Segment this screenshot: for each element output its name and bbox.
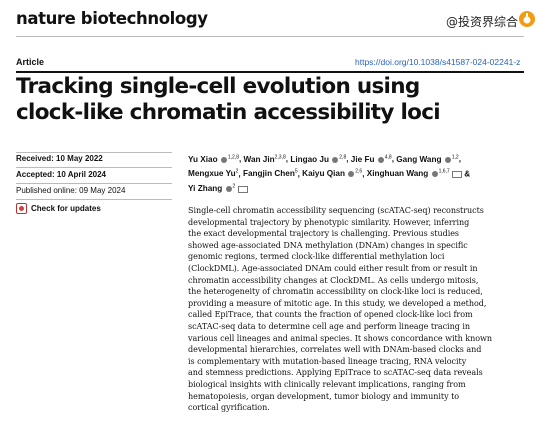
- check-updates-button[interactable]: Check for updates: [16, 203, 101, 214]
- orcid-icon[interactable]: [332, 156, 339, 163]
- abstract-line: chromatin accessibility changes at Clock…: [188, 275, 479, 285]
- journal-name: nature biotechnology: [16, 9, 208, 28]
- author[interactable]: Mengxue Yu2: [188, 168, 239, 179]
- abstract-line: showed age-associated DNA methylation (D…: [188, 240, 468, 250]
- received-label: Received:: [16, 154, 54, 163]
- watermark-text: @投资界综合: [445, 15, 518, 29]
- check-updates-label: Check for updates: [31, 204, 101, 213]
- abstract-line: cortical gyrification.: [188, 403, 270, 413]
- meta-divider: [16, 183, 172, 184]
- abstract-line: (ClockDML). Age-associated DNAm could ei…: [188, 263, 478, 273]
- orcid-icon[interactable]: [431, 171, 438, 178]
- orcid-icon[interactable]: [444, 156, 451, 163]
- abstract: Single-cell chromatin accessibility sequ…: [188, 205, 533, 414]
- abstract-line: called EpiTrace, that counts the fractio…: [188, 310, 473, 320]
- abstract-line: genomic regions, termed clock-like diffe…: [188, 252, 445, 262]
- author[interactable]: Lingao Ju 2,8: [290, 154, 347, 164]
- published-date: Published online: 09 May 2024: [16, 186, 126, 195]
- abstract-line: various cell lineages and animal species…: [188, 333, 493, 343]
- author[interactable]: Xinghuan Wang 1,6,7: [367, 169, 462, 178]
- orcid-icon[interactable]: [220, 156, 227, 163]
- meta-divider: [16, 152, 172, 153]
- abstract-line: scATAC-seq data to determine cell age an…: [188, 321, 470, 331]
- abstract-line: developmental hierarchies, correlates we…: [188, 345, 482, 355]
- abstract-line: and stemness predictions. Applying EpiTr…: [188, 368, 483, 378]
- watermark-logo-icon: [519, 11, 535, 27]
- title-line: clock-like chromatin accessibility loci: [16, 100, 441, 125]
- article-type: Article: [16, 57, 45, 67]
- meta-divider: [16, 199, 172, 200]
- title-rule: [16, 71, 524, 73]
- accepted-label: Accepted:: [16, 170, 55, 179]
- email-icon[interactable]: [237, 185, 248, 193]
- received-value: 10 May 2022: [56, 154, 103, 163]
- abstract-line: the heterogeneity of chromatin accessibi…: [188, 287, 483, 297]
- author[interactable]: Gang Wang 1,2: [396, 154, 459, 164]
- author[interactable]: Wan Jin2,3,8: [243, 154, 286, 164]
- author[interactable]: Yi Zhang 2: [188, 183, 248, 193]
- orcid-icon[interactable]: [348, 171, 355, 178]
- accepted-date: Accepted: 10 April 2024: [16, 170, 176, 179]
- header-divider: [16, 36, 524, 37]
- title-line: Tracking single-cell evolution using: [16, 74, 420, 99]
- abstract-line: hematopoiesis, organ development, tumor …: [188, 391, 460, 401]
- abstract-line: providing a measure of mitotic age. In t…: [188, 298, 487, 308]
- received-date: Received: 10 May 2022: [16, 154, 176, 163]
- article-title: Tracking single-cell evolution using clo…: [16, 74, 536, 126]
- author-list: Yu Xiao 1,2,8, Wan Jin2,3,8, Lingao Ju 2…: [188, 154, 471, 194]
- email-icon[interactable]: [452, 170, 462, 178]
- author[interactable]: Kaiyu Qian 2,6: [302, 168, 363, 179]
- author[interactable]: Fangjin Chen5: [242, 168, 298, 179]
- abstract-line: biological insights with clinically rele…: [188, 379, 466, 389]
- orcid-icon[interactable]: [377, 156, 384, 163]
- orcid-icon[interactable]: [225, 186, 232, 193]
- abstract-line: Single-cell chromatin accessibility sequ…: [188, 206, 484, 215]
- accepted-value: 10 April 2024: [56, 170, 106, 179]
- abstract-line: is complementary with mutation-based lin…: [188, 356, 467, 366]
- author[interactable]: Yu Xiao 1,2,8: [188, 154, 239, 164]
- doi-link[interactable]: https://doi.org/10.1038/s41587-024-02241…: [355, 57, 521, 67]
- abstract-line: developmental trajectory by phenotypic s…: [188, 217, 470, 227]
- abstract-line: the exact developmental trajectory is ch…: [188, 229, 460, 239]
- meta-divider: [16, 167, 172, 168]
- author[interactable]: Jie Fu 4,8: [350, 154, 392, 164]
- crossmark-icon: [16, 203, 27, 214]
